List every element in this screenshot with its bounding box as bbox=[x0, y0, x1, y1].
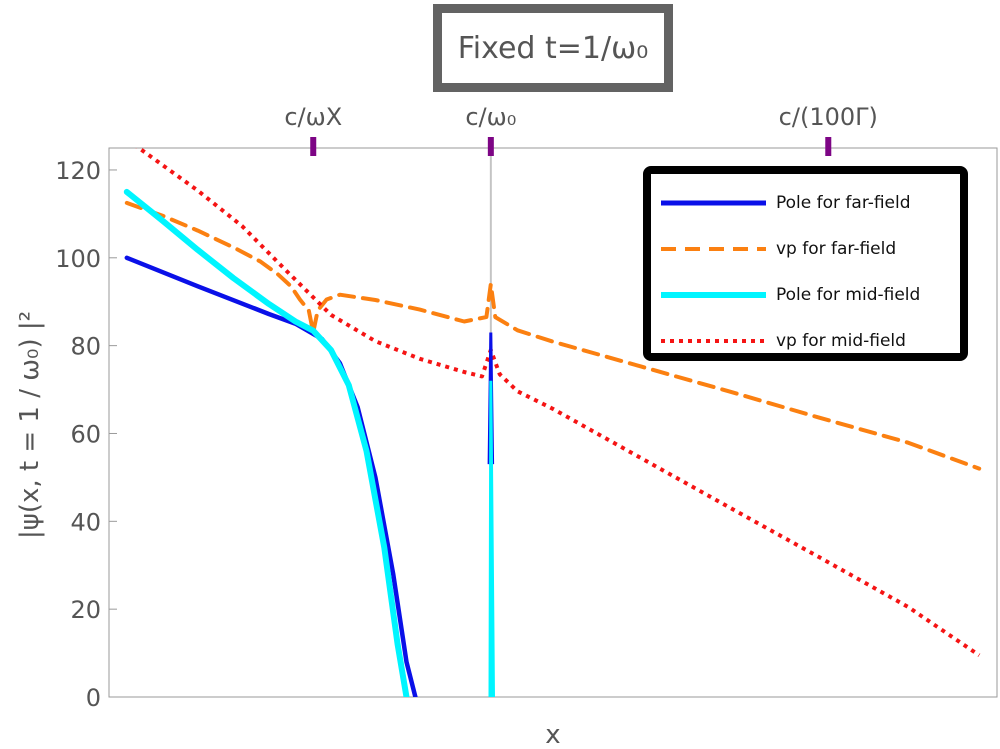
legend-swatch-vp-mid-field bbox=[661, 339, 766, 343]
y-tick-label-6: 120 bbox=[55, 157, 101, 185]
legend-label-pole-far-field: Pole for far-field bbox=[776, 193, 911, 213]
legend-swatch-pole-mid-field bbox=[661, 292, 766, 298]
legend-label-vp-mid-field: vp for mid-field bbox=[776, 331, 906, 351]
legend: Pole for far-field vp for far-field Pole… bbox=[643, 166, 968, 361]
x-axis-label: x bbox=[545, 720, 560, 749]
top-marker-label-1: c/ω₀ bbox=[465, 103, 516, 131]
top-marker-tick-0 bbox=[310, 137, 317, 156]
top-marker-label-2: c/(100Γ) bbox=[779, 103, 878, 131]
legend-swatch-pole-far-field bbox=[661, 200, 766, 206]
y-tick-label-4: 80 bbox=[70, 333, 101, 361]
top-marker-tick-2 bbox=[825, 137, 832, 156]
legend-item-pole-far-field: Pole for far-field bbox=[661, 188, 911, 218]
chart-title-box: Fixed t=1/ω₀ bbox=[433, 4, 673, 92]
legend-item-pole-mid-field: Pole for mid-field bbox=[661, 280, 920, 310]
series-line-1 bbox=[124, 200, 982, 471]
legend-label-pole-mid-field: Pole for mid-field bbox=[776, 285, 921, 305]
y-tick-label-3: 60 bbox=[70, 420, 101, 448]
top-marker-tick-1 bbox=[487, 137, 494, 156]
legend-swatch-vp-far-field bbox=[661, 247, 766, 251]
y-tick-label-5: 100 bbox=[55, 245, 101, 273]
top-marker-label-0: c/ωX bbox=[284, 103, 342, 131]
y-tick-label-1: 20 bbox=[70, 596, 101, 624]
y-tick-label-0: 0 bbox=[86, 684, 101, 712]
y-axis-label: |ψ(x, t = 1 / ω₀) |² bbox=[15, 311, 45, 539]
legend-item-vp-mid-field: vp for mid-field bbox=[661, 326, 906, 356]
chart-title: Fixed t=1/ω₀ bbox=[457, 30, 649, 66]
series-line-2 bbox=[123, 188, 410, 697]
legend-item-vp-far-field: vp for far-field bbox=[661, 234, 896, 264]
legend-label-vp-far-field: vp for far-field bbox=[776, 239, 897, 259]
plot-frame bbox=[108, 147, 998, 698]
y-tick-label-2: 40 bbox=[70, 508, 101, 536]
series-spike-2 bbox=[488, 380, 495, 697]
